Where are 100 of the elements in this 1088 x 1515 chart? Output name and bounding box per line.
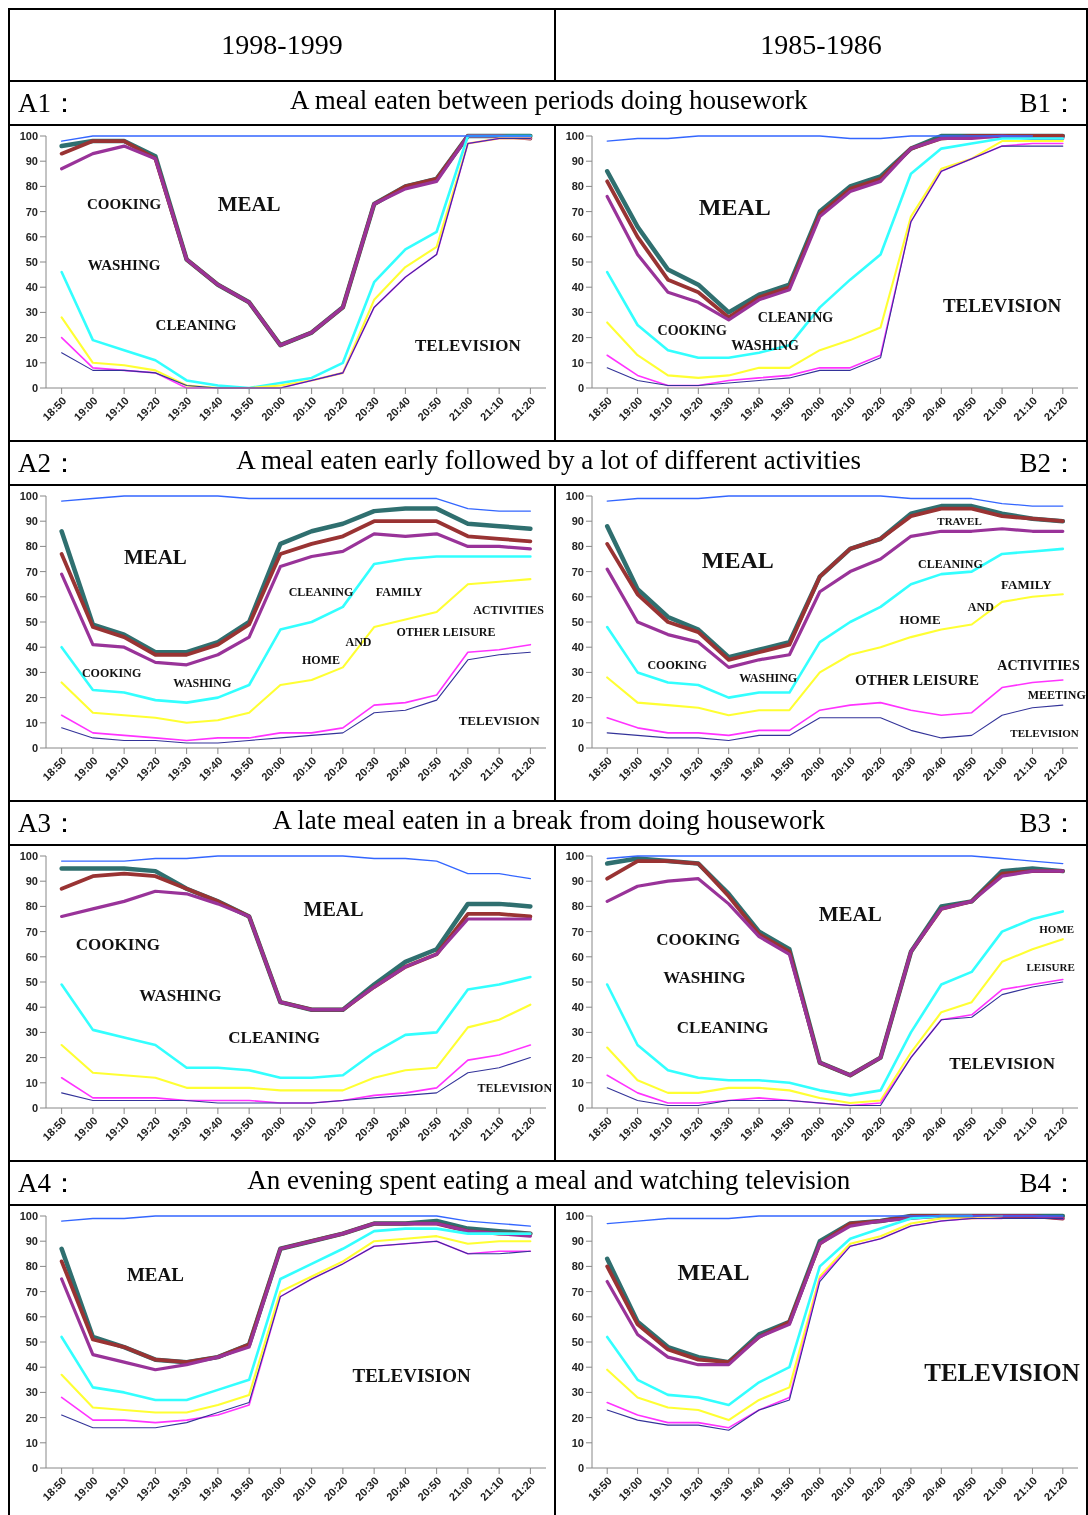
y-tick-label: 20 <box>571 331 584 344</box>
y-tick-label: 80 <box>571 540 584 553</box>
y-tick-label: 40 <box>571 1361 584 1374</box>
annotation: COOKING <box>75 935 160 955</box>
y-tick-label: 80 <box>571 900 584 913</box>
annotation: MEAL <box>818 902 882 927</box>
annotation: TELEVISION <box>949 1053 1056 1073</box>
annotation: AND <box>967 600 995 615</box>
annotation: WASHING <box>173 675 232 690</box>
y-tick-label: 60 <box>25 590 38 603</box>
y-tick-label: 10 <box>25 1076 38 1089</box>
y-tick-label: 30 <box>25 1026 38 1039</box>
y-tick-label: 40 <box>571 1001 584 1014</box>
y-tick-label: 80 <box>25 180 38 193</box>
text: 1998-1999 <box>221 29 343 60</box>
chart-title: A1： <box>18 87 78 120</box>
y-tick-label: 50 <box>571 975 584 988</box>
y-tick-label: 40 <box>25 641 38 654</box>
y-tick-label: 90 <box>571 1235 584 1248</box>
y-tick-label: 70 <box>25 205 38 218</box>
y-tick-label: 10 <box>571 1436 584 1449</box>
y-tick-label: 100 <box>19 129 38 142</box>
y-tick-label: 100 <box>565 849 584 862</box>
y-tick-label: 10 <box>25 716 38 729</box>
chart-title: B4： <box>1019 1167 1078 1200</box>
y-tick-label: 50 <box>25 255 38 268</box>
y-tick-label: 80 <box>25 1260 38 1273</box>
y-tick-label: 90 <box>25 515 38 528</box>
annotation: COOKING <box>647 658 707 673</box>
y-tick-label: 50 <box>25 615 38 628</box>
y-tick-label: 0 <box>577 741 584 754</box>
chart-title: B2： <box>1019 447 1078 480</box>
annotation: MEETING <box>1027 688 1086 703</box>
annotation: LEISURE <box>1026 960 1075 973</box>
annotation: ACTIVITIES <box>997 657 1080 673</box>
y-tick-label: 0 <box>31 1461 38 1474</box>
annotation: CLEANING <box>228 1028 320 1048</box>
y-tick-label: 20 <box>25 691 38 704</box>
y-tick-label: 100 <box>565 129 584 142</box>
y-tick-label: 10 <box>571 716 584 729</box>
y-tick-label: 70 <box>571 205 584 218</box>
annotation: MEAL <box>126 1263 184 1285</box>
y-tick-label: 70 <box>571 1285 584 1298</box>
y-tick-label: 40 <box>571 281 584 294</box>
y-tick-label: 50 <box>25 1335 38 1348</box>
text: 1985-1986 <box>760 29 882 60</box>
annotation: HOME <box>302 653 340 668</box>
annotation: HOME <box>899 612 941 628</box>
y-tick-label: 80 <box>25 900 38 913</box>
y-tick-label: 10 <box>571 1076 584 1089</box>
annotation: OTHER LEISURE <box>855 672 979 689</box>
y-tick-label: 100 <box>565 489 584 502</box>
chart-title: B3： <box>1019 807 1078 840</box>
annotation: CLEANING <box>288 585 354 600</box>
y-tick-label: 90 <box>571 515 584 528</box>
annotation: TELEVISION <box>458 712 541 728</box>
y-tick-label: 80 <box>571 180 584 193</box>
y-tick-label: 50 <box>571 255 584 268</box>
annotation: FAMILY <box>375 585 423 600</box>
y-tick-label: 20 <box>25 1051 38 1064</box>
y-tick-label: 40 <box>25 1001 38 1014</box>
y-tick-label: 0 <box>31 1101 38 1114</box>
y-tick-label: 30 <box>25 666 38 679</box>
annotation: COOKING <box>81 665 142 680</box>
annotation: TELEVISION <box>352 1364 472 1386</box>
y-tick-label: 20 <box>25 1411 38 1424</box>
annotation: MEAL <box>303 898 364 921</box>
y-tick-label: 30 <box>25 1386 38 1399</box>
annotation: OTHER LEISURE <box>396 625 496 640</box>
annotation: COOKING <box>657 323 727 339</box>
y-tick-label: 60 <box>25 230 38 243</box>
annotation: WASHING <box>139 985 222 1005</box>
y-tick-label: 10 <box>25 356 38 369</box>
annotation: FAMILY <box>1001 576 1053 592</box>
y-tick-label: 60 <box>25 950 38 963</box>
y-tick-label: 20 <box>571 1411 584 1424</box>
y-tick-label: 100 <box>19 1209 38 1222</box>
annotation: CLEANING <box>918 557 983 572</box>
y-tick-label: 20 <box>571 1051 584 1064</box>
y-tick-label: 60 <box>571 950 584 963</box>
chart-subtitle: A meal eaten early followed by a lot of different activities <box>236 445 862 477</box>
chart-subtitle: A meal eaten between periods doing housework <box>290 85 808 117</box>
y-tick-label: 80 <box>571 1260 584 1273</box>
annotation: TELEVISION <box>414 336 522 356</box>
y-tick-label: 60 <box>571 230 584 243</box>
chart-title: A3： <box>18 807 78 840</box>
y-tick-label: 0 <box>577 1461 584 1474</box>
annotation: TRAVEL <box>937 515 982 528</box>
annotation: TELEVISION <box>924 1359 1080 1387</box>
y-tick-label: 0 <box>577 381 584 394</box>
annotation: WASHING <box>663 967 746 987</box>
y-tick-label: 70 <box>571 925 584 938</box>
y-tick-label: 30 <box>571 1386 584 1399</box>
y-tick-label: 50 <box>571 615 584 628</box>
y-tick-label: 70 <box>25 925 38 938</box>
y-tick-label: 90 <box>571 155 584 168</box>
y-tick-label: 60 <box>25 1310 38 1323</box>
annotation: TELEVISION <box>942 294 1062 316</box>
y-tick-label: 30 <box>571 1026 584 1039</box>
annotation: CLEANING <box>155 317 237 334</box>
